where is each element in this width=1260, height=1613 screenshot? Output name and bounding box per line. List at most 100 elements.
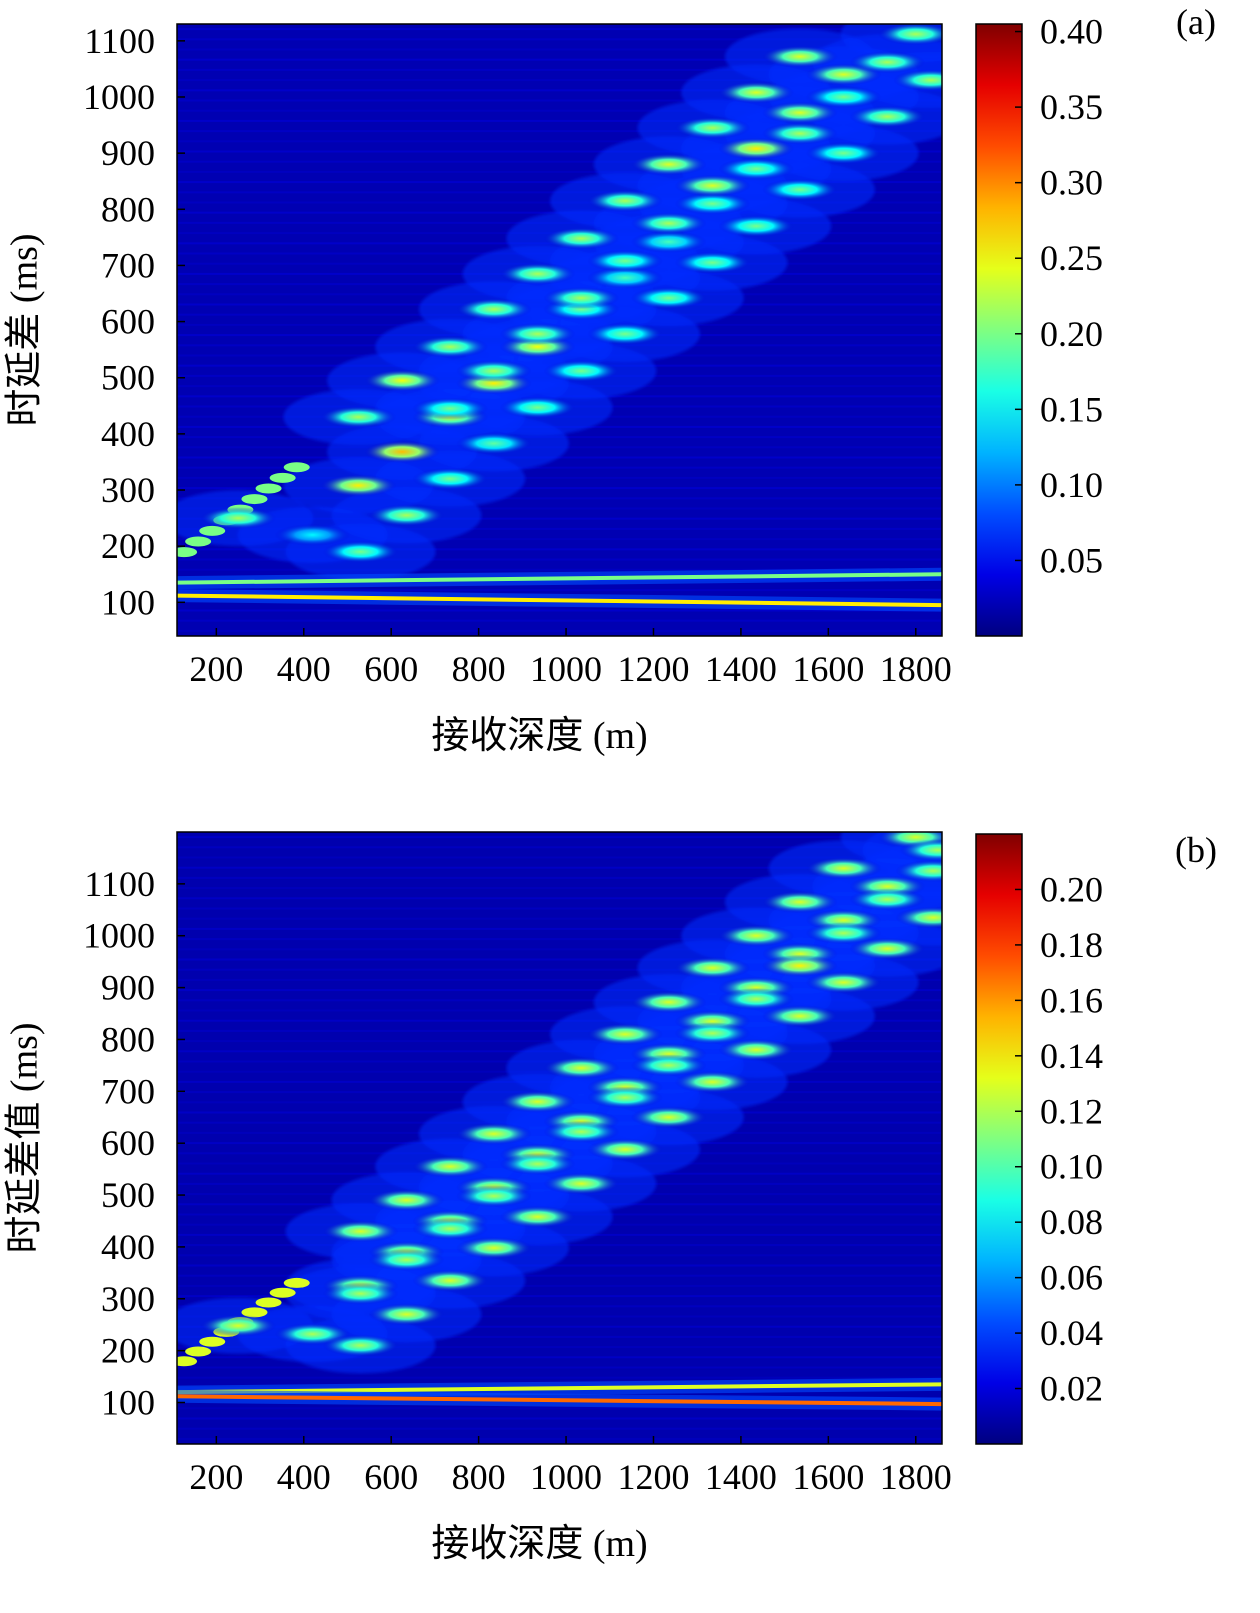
colorbar-gradient (976, 24, 1022, 636)
y-tick-label: 600 (101, 1123, 155, 1163)
heatmap-striation (177, 160, 942, 163)
heatmap-striation (177, 629, 942, 632)
plot-frame (176, 23, 943, 637)
direct-path-mark (185, 536, 212, 547)
heatmap-blob (455, 359, 532, 382)
y-tick-label: 300 (101, 470, 155, 510)
heatmap-blob (543, 1172, 620, 1195)
heatmap-blob (674, 1022, 751, 1045)
x-tick-label: 1200 (617, 1457, 689, 1497)
heatmap-striation (177, 1274, 942, 1277)
colorbar-tick-label: 0.16 (1040, 980, 1103, 1020)
heatmap-blob (899, 839, 942, 862)
heatmap-blob (761, 45, 838, 68)
colorbar-tick-label: 0.06 (1040, 1258, 1103, 1298)
heatmap-blob (718, 924, 795, 947)
heatmap-blob (674, 174, 751, 197)
y-tick-label: 1000 (83, 916, 155, 956)
heatmap-blob (849, 51, 926, 74)
heatmap-blob (587, 1138, 664, 1161)
heatmap-striation (177, 1315, 942, 1318)
y-axis-label: 时延差值 (ms) (4, 1022, 46, 1253)
horizontal-band-2 (177, 593, 942, 608)
heatmap-striation (177, 517, 942, 520)
heatmap-striation (177, 927, 942, 930)
heatmap-striation (177, 999, 942, 1002)
y-axis-label: 时延差 (ms) (4, 233, 46, 426)
y-tick-label: 200 (101, 526, 155, 566)
heatmap-blob (499, 1090, 576, 1113)
heatmap-blob (805, 142, 882, 165)
heatmap-blob (718, 137, 795, 160)
heatmap-blob (499, 396, 576, 419)
heatmap-blob (499, 1205, 576, 1228)
heatmap-striation (177, 856, 942, 859)
heatmap-blob (412, 467, 489, 490)
heatmap-striation (177, 609, 942, 612)
heatmap-blob (587, 1023, 664, 1046)
heatmap-striation (177, 476, 942, 479)
heatmap-blob (543, 359, 620, 382)
y-tick-label: 100 (101, 582, 155, 622)
y-tick-label: 500 (101, 358, 155, 398)
heatmap-striation (177, 527, 942, 530)
colorbar-frame (975, 833, 1023, 1445)
colorbar-tick-label: 0.18 (1040, 925, 1103, 965)
heatmap-striation (177, 38, 942, 41)
x-axis-label: 接收深度 (m) (431, 715, 647, 757)
heatmap-striation (177, 887, 942, 890)
heatmap-striation (177, 968, 942, 971)
heatmap-striation (177, 48, 942, 51)
heatmap-blob (895, 859, 942, 882)
heatmap-striation (177, 876, 942, 879)
x-tick-label: 400 (277, 1457, 331, 1497)
heatmap-blob (322, 1220, 399, 1243)
y-tick-label: 1100 (84, 864, 155, 904)
x-tick-label: 1600 (792, 649, 864, 689)
heatmap-blob (895, 906, 942, 929)
y-tick-label: 1100 (84, 21, 155, 61)
colorbar-tick-label: 0.10 (1040, 465, 1103, 505)
heatmap-blob (543, 1056, 620, 1079)
heatmap-blob (368, 1248, 445, 1271)
heatmap-striation (177, 917, 942, 920)
heatmap-striation (177, 978, 942, 981)
x-tick-label: 1000 (530, 1457, 602, 1497)
direct-path-mark (177, 1356, 198, 1367)
heatmap-blob (849, 888, 926, 911)
heatmap-blob (849, 937, 926, 960)
heatmap-blob (674, 1070, 751, 1093)
colorbar-tick-label: 0.04 (1040, 1313, 1103, 1353)
heatmap-blob (320, 406, 397, 429)
direct-path-mark (185, 1346, 212, 1357)
heatmap-striation (177, 130, 942, 133)
y-tick-label: 700 (101, 245, 155, 285)
y-tick-label: 500 (101, 1175, 155, 1215)
heatmap-blob (455, 1236, 532, 1259)
heatmap-striation (177, 1407, 942, 1410)
heatmap-blob (674, 116, 751, 139)
y-tick-label: 200 (101, 1331, 155, 1371)
heatmap-striation (177, 1305, 942, 1308)
heatmap-blob (587, 322, 664, 345)
direct-path-mark (177, 547, 198, 558)
heatmap-blob (587, 189, 664, 212)
heatmap-blob (805, 922, 882, 945)
heatmap-blob (849, 105, 926, 128)
heatmap-striation (177, 1366, 942, 1369)
heatmap-striation (177, 1346, 942, 1349)
x-tick-label: 200 (189, 1457, 243, 1497)
heatmap-striation (177, 89, 942, 92)
direct-path-mark (269, 1287, 296, 1298)
x-tick-label: 1800 (880, 1457, 952, 1497)
heatmap-striation (177, 466, 942, 469)
heatmap-blob (364, 369, 441, 392)
x-tick-label: 600 (364, 1457, 418, 1497)
direct-path-mark (283, 462, 310, 473)
heatmap-blob (368, 1189, 445, 1212)
heatmap-striation (177, 1437, 942, 1440)
heatmap-striation (177, 119, 942, 122)
heatmap-striation (177, 58, 942, 61)
direct-path-mark (269, 472, 296, 483)
